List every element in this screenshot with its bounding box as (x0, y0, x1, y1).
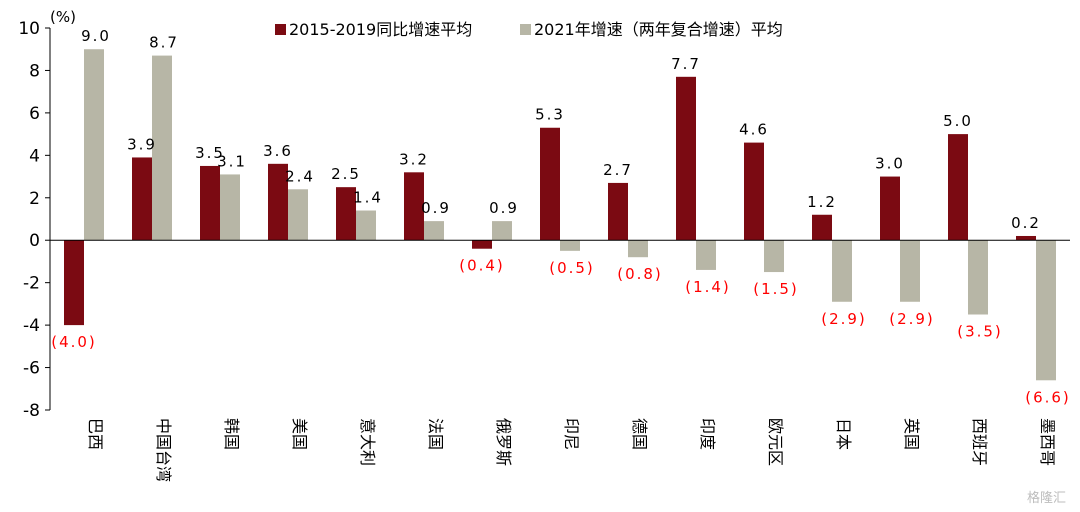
data-label: 1.2 (807, 193, 837, 211)
data-label: (0.5) (549, 259, 595, 277)
data-label: (1.4) (685, 278, 731, 296)
legend: 2015-2019同比增速平均 2021年增速（两年复合增速）平均 (275, 20, 783, 39)
bar-series-2 (288, 189, 308, 241)
data-label: (0.8) (617, 265, 663, 283)
legend-label: 2021年增速（两年复合增速）平均 (534, 20, 783, 39)
watermark: 格隆汇 (1026, 491, 1066, 506)
bar-series-2 (84, 49, 104, 241)
data-label: 3.0 (875, 155, 905, 173)
y-tick-label: -8 (23, 401, 40, 421)
data-label: 0.2 (1011, 214, 1041, 232)
data-label: 0.9 (489, 199, 519, 217)
y-tick-label: -4 (23, 316, 40, 336)
y-tick-label: 8 (29, 61, 40, 81)
bar-series-2 (152, 55, 172, 241)
x-category-label: 印尼 (562, 418, 581, 450)
x-category-label: 巴西 (86, 418, 105, 450)
data-label: 2.4 (285, 167, 315, 185)
data-label: 1.4 (353, 189, 383, 207)
data-label: (0.4) (459, 257, 505, 275)
x-category-label: 法国 (426, 418, 445, 450)
y-tick-label: 6 (29, 104, 40, 124)
bar-series-2 (1036, 240, 1056, 381)
data-label: (3.5) (957, 323, 1003, 341)
bars (64, 49, 1056, 381)
bar-series-2 (424, 221, 444, 241)
data-label: 8.7 (149, 34, 179, 52)
bar-series-2 (492, 221, 512, 241)
data-label: 7.7 (671, 55, 701, 73)
bar-series-2 (356, 210, 376, 241)
bar-series-2 (560, 240, 580, 251)
data-label: 0.9 (421, 199, 451, 217)
data-label: 9.0 (81, 27, 111, 45)
data-label: 3.6 (263, 142, 293, 160)
y-tick-label: 10 (18, 19, 40, 39)
bar-series-1 (676, 76, 696, 241)
legend-swatch (275, 24, 286, 35)
x-category-label: 印度 (698, 418, 717, 450)
bar-series-2 (832, 240, 852, 302)
x-category-label: 中国台湾 (154, 418, 173, 482)
x-category-label: 日本 (834, 418, 853, 450)
data-label: 3.1 (217, 152, 247, 170)
legend-label: 2015-2019同比增速平均 (289, 20, 472, 39)
legend-swatch (520, 24, 531, 35)
x-category-label: 美国 (290, 418, 309, 450)
data-label: (2.9) (889, 310, 935, 328)
bar-series-1 (404, 172, 424, 241)
x-category-label: 西班牙 (970, 418, 989, 466)
data-label: 4.6 (739, 121, 769, 139)
x-category-label: 意大利 (358, 418, 377, 466)
data-label: (4.0) (51, 333, 97, 351)
bar-series-1 (812, 214, 832, 241)
data-label: 2.5 (331, 165, 361, 183)
bar-series-1 (880, 176, 900, 241)
data-label: (2.9) (821, 310, 867, 328)
bar-series-2 (900, 240, 920, 302)
data-label: 3.5 (195, 144, 225, 162)
y-tick-label: 2 (29, 189, 40, 209)
data-label: 5.0 (943, 112, 973, 130)
bar-series-2 (220, 174, 240, 241)
bar-series-1 (268, 163, 288, 241)
y-axis: -8 -6 -4 -2 0 2 4 6 8 10 (18, 19, 51, 421)
x-category-label: 德国 (630, 418, 649, 450)
y-tick-label: -6 (23, 359, 40, 379)
y-tick-label: -2 (23, 274, 40, 294)
x-category-label: 韩国 (222, 418, 241, 450)
y-tick-label: 4 (29, 146, 40, 166)
data-label: 2.7 (603, 161, 633, 179)
bar-series-2 (628, 240, 648, 258)
bar-series-1 (132, 157, 152, 241)
bar-series-2 (968, 240, 988, 315)
bar-series-1 (948, 134, 968, 241)
x-category-label: 俄罗斯 (494, 418, 513, 466)
y-axis-unit: (%) (50, 8, 76, 26)
bar-series-1 (1016, 235, 1036, 241)
data-label: (6.6) (1025, 388, 1071, 406)
data-labels: (4.0) 3.9 3.5 3.6 2.5 3.2 (0.4) 5.3 2.7 7.7 4.6 1.2… (51, 27, 1071, 406)
data-label: 3.2 (399, 150, 429, 168)
bar-series-1 (336, 187, 356, 241)
bar-series-2 (764, 240, 784, 273)
x-category-label: 欧元区 (766, 418, 785, 466)
data-label: 3.9 (127, 135, 157, 153)
data-label: 5.3 (535, 106, 565, 124)
bar-series-1 (64, 240, 84, 326)
x-category-label: 墨西哥 (1038, 418, 1057, 466)
y-tick-label: 0 (29, 231, 40, 251)
bar-series-2 (696, 240, 716, 270)
bar-series-1 (744, 142, 764, 241)
bar-series-1 (200, 165, 220, 241)
x-category-label: 英国 (902, 418, 921, 450)
bar-series-1 (472, 240, 492, 249)
bar-series-1 (540, 127, 560, 241)
data-label: (1.5) (753, 280, 799, 298)
x-axis: 巴西 中国台湾 韩国 美国 意大利 法国 俄罗斯 印尼 德国 印度 欧元区 日本 英国 西班牙 墨西哥 (50, 239, 1070, 482)
bar-series-1 (608, 182, 628, 241)
